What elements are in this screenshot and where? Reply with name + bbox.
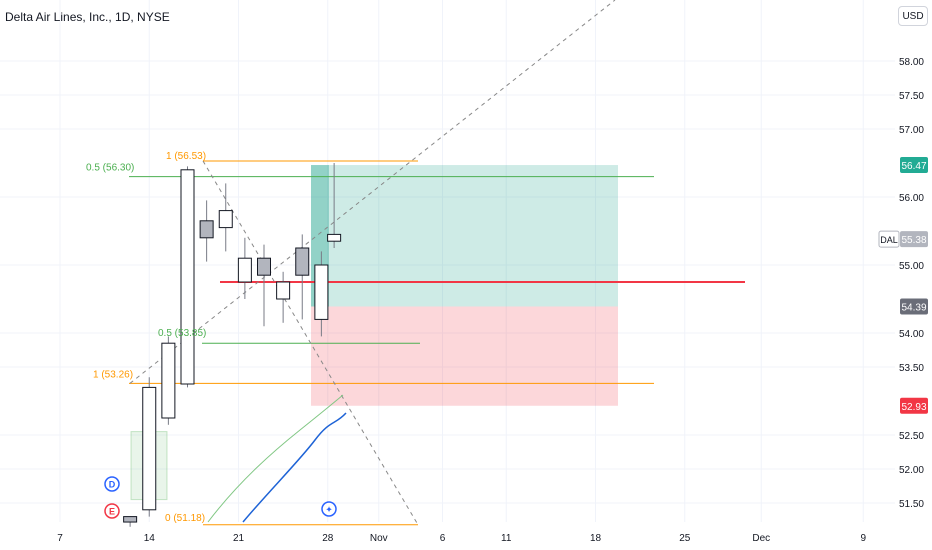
y-tick-label: 55.00 <box>899 261 924 272</box>
fib-label: 0.5 (56.30) <box>86 163 134 174</box>
x-tick-label: 21 <box>233 533 245 544</box>
candle-body <box>295 247 310 276</box>
chart-title: Delta Air Lines, Inc., 1D, NYSE <box>5 10 170 24</box>
crosshair-marker <box>321 501 337 517</box>
price-label: 55.38 <box>901 235 926 246</box>
candle-body <box>123 516 138 523</box>
y-tick-label: 52.00 <box>899 465 924 476</box>
y-tick-label: 56.00 <box>899 193 924 204</box>
loss-zone <box>311 306 618 406</box>
price-label-box <box>900 231 928 248</box>
y-tick-label: 52.50 <box>899 431 924 442</box>
fib-label: 0 (51.18) <box>165 513 205 524</box>
profit-zone <box>311 165 618 307</box>
x-tick-label: 7 <box>57 533 63 544</box>
candle-body <box>276 281 291 300</box>
trend-line-up <box>129 0 616 384</box>
x-tick-label: 28 <box>322 533 334 544</box>
y-tick-label: 51.50 <box>899 499 924 510</box>
price-label-box <box>900 157 928 174</box>
x-tick-label: Dec <box>752 533 770 544</box>
symbol-label: DAL <box>880 235 898 245</box>
crosshair-icon: ✦ <box>325 505 333 515</box>
y-tick-label: 57.00 <box>899 125 924 136</box>
price-label: 52.93 <box>901 402 926 413</box>
x-tick-label: 6 <box>440 533 446 544</box>
indicator-band-lower <box>207 394 344 523</box>
event-markers[interactable]: D E ✦ <box>104 476 337 519</box>
indicator-line <box>242 412 347 523</box>
y-tick-label: 53.50 <box>899 363 924 374</box>
time-axis: 7 14 21 28 Nov 6 11 18 25 Dec 9 <box>57 533 866 544</box>
candle-body <box>199 220 214 239</box>
trend-line-down <box>202 160 419 526</box>
candle-body <box>180 169 195 385</box>
candle-body <box>257 257 271 276</box>
event-marker <box>104 503 120 519</box>
price-label-box <box>900 298 928 315</box>
x-tick-label: 18 <box>590 533 602 544</box>
currency-button[interactable]: USD <box>898 6 928 26</box>
x-tick-label: Nov <box>370 533 388 544</box>
candle-body <box>327 233 342 242</box>
candle-body <box>161 342 176 419</box>
drawing-lines <box>129 0 745 526</box>
fib-label: 1 (53.26) <box>93 369 133 380</box>
candle-body <box>142 386 157 511</box>
x-tick-label: 14 <box>144 533 156 544</box>
event-label: E <box>109 507 115 517</box>
fib-label: 0.5 (53.85) <box>158 328 206 339</box>
event-marker <box>104 476 120 492</box>
fib-label: 1 (56.53) <box>166 151 206 162</box>
y-tick-label: 58.00 <box>899 57 924 68</box>
fib-labels: 1 (56.53) 0.5 (56.30) 0.5 (53.85) 1 (53.26)… <box>86 151 206 524</box>
x-tick-label: 11 <box>501 533 512 544</box>
price-label: 54.39 <box>901 302 926 313</box>
y-tick-label: 54.00 <box>899 329 924 340</box>
candles[interactable] <box>123 163 342 527</box>
x-tick-label: 25 <box>679 533 691 544</box>
symbol-label-box <box>878 230 900 248</box>
candle-body <box>237 257 252 283</box>
event-label: D <box>109 480 116 490</box>
candle-body <box>218 210 233 229</box>
x-tick-label: 9 <box>860 533 866 544</box>
candle-body <box>314 264 329 320</box>
price-label-box <box>900 397 928 414</box>
price-axis: 58.00 57.50 57.00 56.00 55.00 54.00 53.50 52.50… <box>899 57 924 510</box>
y-tick-label: 57.50 <box>899 91 924 102</box>
price-label: 56.47 <box>901 161 926 172</box>
